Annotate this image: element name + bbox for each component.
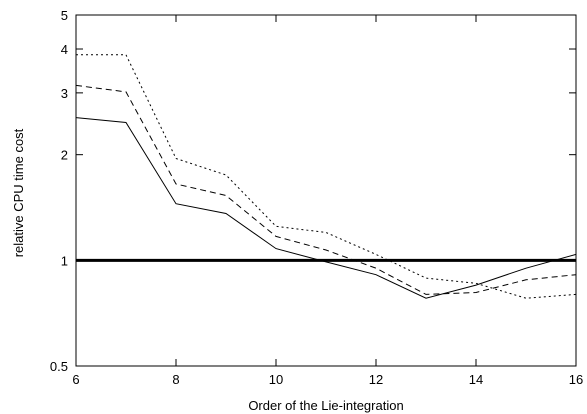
- x-tick-label: 6: [72, 372, 79, 387]
- y-tick-label: 4: [61, 42, 68, 57]
- x-tick-label: 16: [569, 372, 583, 387]
- x-axis-label: Order of the Lie-integration: [248, 398, 403, 413]
- y-tick-label: 3: [61, 86, 68, 101]
- x-tick-label: 8: [172, 372, 179, 387]
- plot-frame: [75, 14, 577, 367]
- x-tick-label: 14: [469, 372, 483, 387]
- y-tick-label: 5: [61, 8, 68, 23]
- series-line-dashed: [75, 84, 577, 295]
- series-line-solid: [75, 117, 577, 299]
- axes: [75, 14, 577, 367]
- y-tick-label: 1: [61, 253, 68, 268]
- x-tick-label: 10: [269, 372, 283, 387]
- y-tick-label: 2: [61, 148, 68, 163]
- series-group: [75, 54, 577, 299]
- x-tick-label: 12: [369, 372, 383, 387]
- series-line-dotted: [76, 54, 577, 299]
- y-axis-label: relative CPU time cost: [11, 128, 26, 257]
- y-tick-label: 0.5: [50, 359, 68, 374]
